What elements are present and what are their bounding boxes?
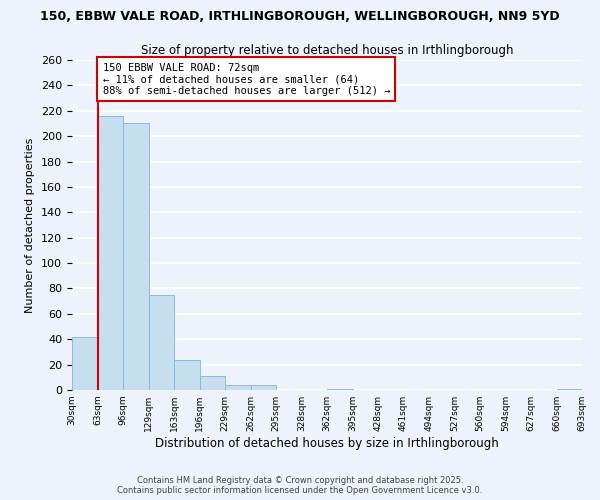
Bar (327, 388, 353, 390)
Text: 150 EBBW VALE ROAD: 72sqm
← 11% of detached houses are smaller (64)
88% of semi-: 150 EBBW VALE ROAD: 72sqm ← 11% of detac… (103, 62, 390, 96)
Text: Contains HM Land Registry data © Crown copyright and database right 2025.
Contai: Contains HM Land Registry data © Crown c… (118, 476, 482, 495)
Y-axis label: Number of detached properties: Number of detached properties (25, 138, 35, 312)
Bar (72, 336, 97, 390)
Title: Size of property relative to detached houses in Irthlingborough: Size of property relative to detached ho… (141, 44, 513, 58)
Bar (174, 360, 199, 390)
Bar (557, 388, 582, 390)
Bar (225, 385, 251, 390)
Bar (199, 376, 225, 390)
Bar (149, 295, 174, 390)
Bar (123, 124, 149, 390)
X-axis label: Distribution of detached houses by size in Irthlingborough: Distribution of detached houses by size … (155, 437, 499, 450)
Text: 150, EBBW VALE ROAD, IRTHLINGBOROUGH, WELLINGBOROUGH, NN9 5YD: 150, EBBW VALE ROAD, IRTHLINGBOROUGH, WE… (40, 10, 560, 23)
Bar (97, 116, 123, 390)
Bar (251, 385, 276, 390)
